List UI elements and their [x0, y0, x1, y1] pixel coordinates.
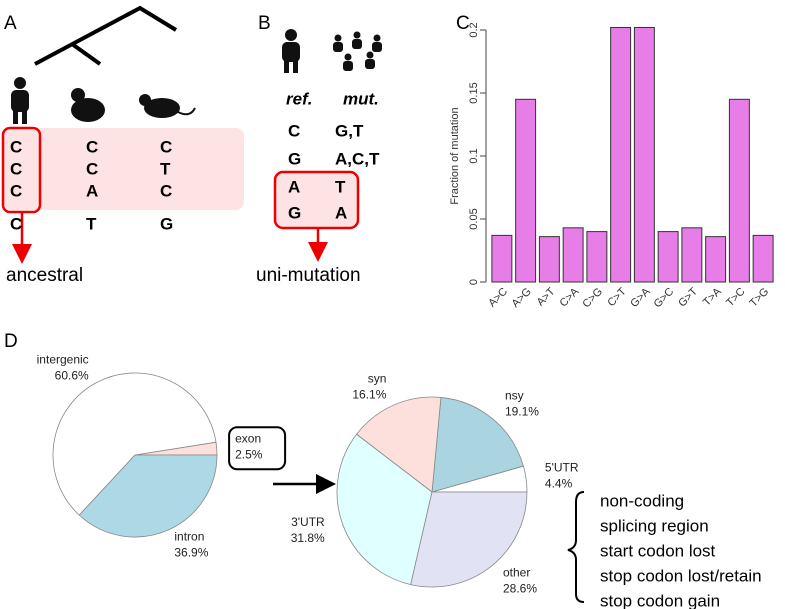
bar	[705, 236, 727, 283]
panel-label: D	[4, 331, 18, 352]
annotation: start codon lost	[600, 541, 716, 560]
label-box	[228, 426, 287, 471]
base: T	[335, 177, 346, 196]
x-tick-label: A>C	[486, 286, 510, 310]
species-icons	[11, 77, 196, 124]
slice-label: other	[503, 565, 530, 579]
bar	[752, 234, 774, 283]
slice-label: intron	[174, 529, 204, 543]
base: A	[335, 203, 347, 222]
slice-value: 16.1%	[352, 388, 386, 402]
people-icons	[282, 29, 382, 73]
y-tick-label: 0.15	[468, 82, 480, 103]
slice-label: intergenic	[37, 352, 89, 366]
base: C	[160, 137, 172, 156]
x-tick-label: T>G	[747, 286, 771, 310]
slice-label: 3'UTR	[291, 515, 325, 529]
pie-slice	[52, 372, 217, 516]
annotation: splicing region	[600, 516, 709, 535]
base: G	[288, 149, 301, 168]
y-axis-label: Fraction of mutation	[449, 107, 461, 204]
label: ancestral	[6, 265, 83, 286]
base: T	[160, 159, 171, 178]
label: uni-mutation	[256, 265, 361, 286]
bar	[491, 234, 513, 283]
bar	[610, 26, 632, 283]
annotation: stop codon gain	[600, 591, 720, 609]
highlight	[4, 128, 244, 210]
base: G	[160, 214, 173, 233]
slice-value: 19.1%	[505, 405, 539, 419]
slice-label: exon	[235, 431, 261, 445]
x-tick-label: T>A	[701, 285, 724, 308]
highlight-box	[273, 170, 360, 230]
slice-value: 60.6%	[55, 368, 89, 382]
panel-label: B	[258, 13, 271, 34]
slice-label: nsy	[505, 389, 524, 403]
bar	[657, 231, 679, 283]
base: T	[86, 214, 97, 233]
base: G	[288, 203, 301, 222]
x-tick-label: A>T	[535, 285, 558, 308]
x-tick-label: G>T	[676, 285, 700, 309]
annotation: stop codon lost/retain	[600, 566, 762, 585]
x-tick-label: C>A	[557, 285, 581, 309]
bar	[728, 98, 750, 283]
y-tick-label: 0.2	[468, 22, 480, 37]
pie-slice	[356, 396, 442, 493]
pie-slice	[431, 396, 524, 493]
base: C	[10, 159, 22, 178]
x-tick-label: G>C	[652, 286, 677, 311]
header: ref.	[286, 89, 312, 108]
pie-slice	[336, 433, 433, 586]
slice-value: 31.8%	[291, 531, 325, 545]
base: C	[160, 181, 172, 200]
x-tick-label: C>G	[580, 286, 605, 311]
base: C	[10, 214, 22, 233]
bar	[538, 236, 560, 283]
slice-label: 5'UTR	[545, 460, 579, 474]
x-tick-label: C>T	[605, 285, 629, 309]
bar	[515, 98, 537, 283]
base: C	[86, 159, 98, 178]
annotation: non-coding	[600, 491, 684, 510]
base: A	[86, 181, 98, 200]
header: mut.	[343, 89, 379, 108]
slice-label: syn	[368, 372, 387, 386]
panel-label: A	[4, 13, 17, 34]
pie-slice	[410, 491, 528, 588]
base: C	[10, 181, 22, 200]
x-tick-label: T>C	[724, 286, 747, 309]
bar	[586, 231, 608, 283]
base: C	[86, 137, 98, 156]
tree	[34, 5, 178, 66]
bar	[681, 227, 703, 283]
y-tick-label: 0.1	[468, 148, 480, 163]
x-tick-label: A>G	[510, 286, 534, 310]
base: G,T	[335, 121, 364, 140]
slice-value: 28.6%	[503, 581, 537, 595]
y-tick-label: 0	[468, 279, 480, 285]
x-tick-label: G>A	[628, 285, 653, 310]
slice-value: 2.5%	[235, 447, 263, 461]
bar	[562, 227, 584, 283]
y-tick-label: 0.05	[468, 208, 480, 229]
slice-value: 36.9%	[174, 545, 208, 559]
bracket	[567, 491, 585, 603]
base: A,C,T	[335, 149, 380, 168]
base: C	[10, 137, 22, 156]
panel-label: C	[456, 13, 470, 34]
slice-value: 4.4%	[545, 476, 573, 490]
base: C	[288, 121, 300, 140]
bar	[633, 26, 655, 283]
base: A	[288, 177, 300, 196]
pie-slice	[78, 454, 218, 538]
